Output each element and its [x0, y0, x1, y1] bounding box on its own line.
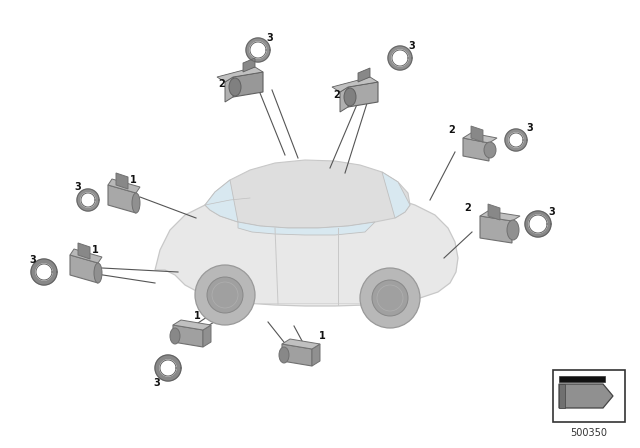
Polygon shape: [203, 325, 211, 347]
Polygon shape: [332, 77, 378, 92]
Polygon shape: [388, 46, 412, 70]
Polygon shape: [559, 384, 613, 408]
Polygon shape: [108, 179, 140, 193]
Polygon shape: [173, 325, 203, 347]
Ellipse shape: [279, 347, 289, 363]
Polygon shape: [173, 320, 211, 330]
Text: 3: 3: [154, 378, 161, 388]
Text: 2: 2: [219, 79, 225, 89]
Polygon shape: [382, 172, 410, 218]
Polygon shape: [225, 77, 233, 102]
Text: 3: 3: [548, 207, 556, 217]
Circle shape: [195, 265, 255, 325]
Polygon shape: [77, 189, 99, 211]
Polygon shape: [358, 68, 370, 82]
Polygon shape: [233, 72, 263, 97]
Polygon shape: [70, 249, 102, 263]
Text: 3: 3: [29, 255, 36, 265]
Polygon shape: [246, 38, 270, 62]
Polygon shape: [31, 259, 57, 285]
Polygon shape: [312, 344, 320, 366]
Polygon shape: [36, 264, 52, 280]
Ellipse shape: [344, 88, 356, 106]
Polygon shape: [463, 138, 489, 161]
Polygon shape: [205, 180, 238, 222]
Circle shape: [360, 268, 420, 328]
Polygon shape: [243, 58, 255, 72]
Polygon shape: [392, 50, 408, 66]
Polygon shape: [529, 215, 547, 233]
Text: 2: 2: [465, 203, 472, 213]
Bar: [559, 376, 605, 382]
Text: 3: 3: [527, 123, 533, 133]
Text: 1: 1: [92, 245, 99, 255]
Text: 1: 1: [194, 311, 200, 321]
Bar: [553, 370, 625, 422]
Polygon shape: [340, 87, 348, 112]
Text: 2: 2: [449, 125, 456, 135]
Polygon shape: [81, 193, 95, 207]
Polygon shape: [348, 82, 378, 107]
Polygon shape: [250, 42, 266, 58]
Polygon shape: [70, 255, 98, 283]
Polygon shape: [282, 339, 320, 349]
Polygon shape: [217, 67, 263, 82]
Polygon shape: [155, 190, 458, 306]
Text: 3: 3: [267, 33, 273, 43]
Polygon shape: [160, 360, 176, 376]
Ellipse shape: [484, 142, 496, 158]
Text: 2: 2: [333, 90, 340, 100]
Polygon shape: [480, 211, 520, 221]
Ellipse shape: [132, 193, 140, 213]
Ellipse shape: [170, 328, 180, 344]
Polygon shape: [525, 211, 551, 237]
Circle shape: [207, 277, 243, 313]
Polygon shape: [78, 243, 90, 259]
Text: 3: 3: [75, 182, 81, 192]
Text: 1: 1: [319, 331, 325, 341]
Polygon shape: [471, 126, 483, 142]
Polygon shape: [505, 129, 527, 151]
Polygon shape: [116, 173, 128, 189]
Text: 500350: 500350: [570, 428, 607, 438]
Circle shape: [372, 280, 408, 316]
Polygon shape: [108, 185, 136, 213]
Polygon shape: [282, 344, 312, 366]
Polygon shape: [463, 133, 497, 143]
Polygon shape: [480, 216, 512, 243]
Polygon shape: [509, 133, 523, 147]
Polygon shape: [238, 222, 375, 235]
Ellipse shape: [507, 220, 519, 240]
Polygon shape: [559, 384, 565, 408]
Polygon shape: [205, 160, 410, 228]
Text: 3: 3: [408, 41, 415, 51]
Ellipse shape: [94, 263, 102, 283]
Ellipse shape: [229, 78, 241, 96]
Polygon shape: [155, 355, 181, 381]
Text: 1: 1: [130, 175, 136, 185]
Polygon shape: [488, 204, 500, 220]
